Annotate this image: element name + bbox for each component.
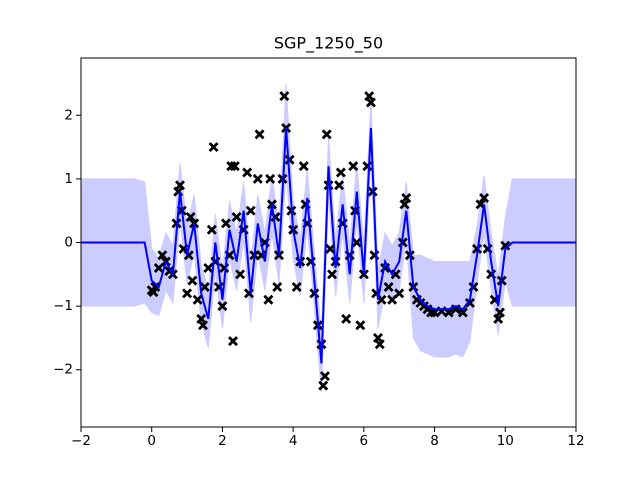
data-point <box>457 307 468 318</box>
data-point <box>150 282 161 293</box>
data-point <box>341 313 352 324</box>
data-point <box>208 142 219 153</box>
data-point <box>203 262 214 273</box>
data-point <box>220 218 231 229</box>
data-point <box>321 129 332 140</box>
data-point <box>206 224 217 235</box>
data-point <box>335 167 346 178</box>
chart-title: SGP_1250_50 <box>274 34 383 54</box>
y-tick-label: −1 <box>53 298 73 314</box>
data-point <box>242 167 253 178</box>
data-point <box>387 294 398 305</box>
data-point <box>235 269 246 280</box>
data-point <box>318 380 329 391</box>
data-point <box>365 97 376 108</box>
data-point <box>334 180 345 191</box>
data-point <box>229 161 240 172</box>
data-point <box>327 269 338 280</box>
plot-area <box>81 83 576 393</box>
data-point <box>364 91 375 102</box>
data-point <box>351 237 362 248</box>
data-point <box>291 282 302 293</box>
x-tick-label: 4 <box>289 433 298 449</box>
data-point <box>394 288 405 299</box>
data-point <box>192 294 203 305</box>
data-point <box>196 313 207 324</box>
data-point <box>197 320 208 331</box>
data-point <box>175 180 185 191</box>
data-point <box>263 294 274 305</box>
data-point <box>284 154 295 165</box>
data-point <box>493 313 504 324</box>
data-point <box>252 173 263 184</box>
data-point <box>500 240 511 251</box>
y-tick-label: 0 <box>64 235 73 251</box>
data-point <box>383 282 394 293</box>
data-point <box>153 262 164 273</box>
data-point <box>272 282 283 293</box>
y-tick-label: −2 <box>53 362 73 378</box>
data-point <box>373 332 383 343</box>
data-point <box>254 129 265 140</box>
data-point <box>279 91 290 102</box>
y-tick-label: 1 <box>64 171 73 187</box>
data-point <box>231 212 242 223</box>
data-point <box>399 199 410 210</box>
data-point <box>265 173 276 184</box>
data-point <box>479 192 490 203</box>
data-point <box>228 336 239 347</box>
data-point <box>464 297 475 308</box>
x-tick-label: 12 <box>567 433 584 449</box>
data-point <box>199 282 210 293</box>
data-point <box>309 288 320 299</box>
x-tick-label: 10 <box>497 433 514 449</box>
data-point <box>187 275 198 286</box>
x-tick-label: 6 <box>360 433 369 449</box>
x-tick-label: 8 <box>430 433 439 449</box>
data-point <box>157 250 168 261</box>
data-point <box>401 192 412 203</box>
data-point <box>185 212 196 223</box>
data-point <box>355 320 366 331</box>
data-point <box>325 243 336 254</box>
data-point <box>245 205 256 216</box>
data-point <box>319 371 330 382</box>
data-point <box>374 339 385 350</box>
y-tick-label: 2 <box>64 107 73 123</box>
mean-line <box>81 127 576 364</box>
data-point <box>217 301 228 312</box>
data-point <box>298 161 309 172</box>
data-point <box>182 288 193 299</box>
x-tick-label: −2 <box>71 433 91 449</box>
confidence-band <box>81 83 576 393</box>
x-tick-label: 0 <box>147 433 156 449</box>
data-point <box>348 161 359 172</box>
data-point <box>494 307 505 318</box>
x-tick-label: 2 <box>218 433 227 449</box>
